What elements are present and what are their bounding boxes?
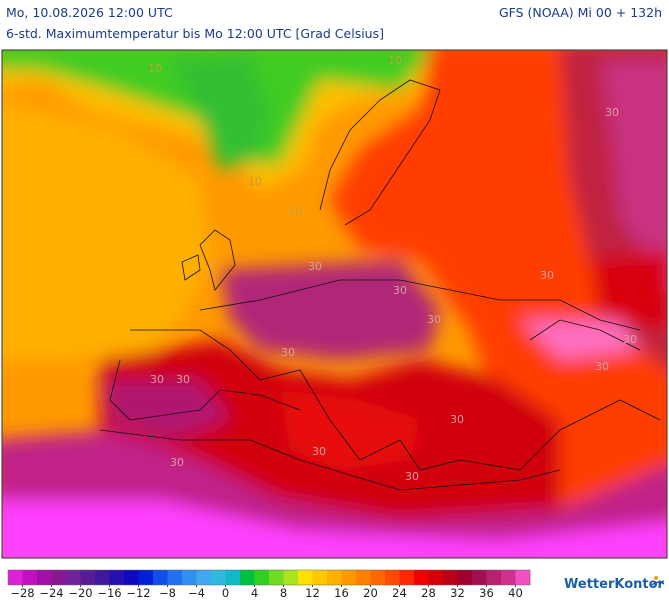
colorbar-segment xyxy=(138,570,154,585)
contour-label: 30 xyxy=(393,284,407,297)
colorbar-segment xyxy=(298,570,313,585)
colorbar-segment xyxy=(327,570,342,585)
colorbar-tick-label: −16 xyxy=(97,586,121,600)
colorbar-segment xyxy=(269,570,284,585)
colorbar-segment xyxy=(153,570,168,585)
colorbar-frame xyxy=(7,569,531,586)
colorbar-tick-label: −8 xyxy=(159,586,176,600)
colorbar-segment xyxy=(109,570,125,585)
colorbar-segment xyxy=(225,570,241,585)
colorbar-segment xyxy=(80,570,96,585)
colorbar-tick-label: 16 xyxy=(334,586,349,600)
contour-label: 30 xyxy=(623,333,637,346)
contour-label: 30 xyxy=(150,373,164,386)
colorbar-segment xyxy=(66,570,81,585)
colorbar-tick-label: −28 xyxy=(10,586,34,600)
contour-label: 30 xyxy=(405,470,419,483)
contour-label: 10 xyxy=(288,205,302,218)
colorbar-segment xyxy=(124,570,139,585)
contour-label: 30 xyxy=(605,106,619,119)
contour-label: 30 xyxy=(540,269,554,282)
contour-label: 30 xyxy=(281,346,295,359)
contour-label: 30 xyxy=(308,260,322,273)
datetime: Mo, 10.08.2026 12:00 UTC xyxy=(6,5,173,20)
colorbar-segment xyxy=(283,570,299,585)
colorbar-segment xyxy=(182,570,197,585)
colorbar-segment xyxy=(8,570,23,585)
colorbar-tick-label: −24 xyxy=(39,586,63,600)
contour-labels: 10 10 10 10 30 30 30 30 30 30 30 30 30 3… xyxy=(148,54,637,483)
logo: WetterKontor xyxy=(564,577,665,592)
colorbar-segment xyxy=(443,570,458,585)
colorbar-segment xyxy=(196,570,212,585)
colorbar-tick-label: 20 xyxy=(363,586,378,600)
colorbar-segment xyxy=(414,570,429,585)
map: 10 10 10 10 30 30 30 30 30 30 30 30 30 3… xyxy=(1,49,668,559)
contour-label: 30 xyxy=(170,456,184,469)
colorbar-tick-label: 12 xyxy=(305,586,320,600)
colorbar-tick-label: 0 xyxy=(222,586,229,600)
subtitle: 6-std. Maximumtemperatur bis Mo 12:00 UT… xyxy=(6,26,384,41)
colorbar-segment xyxy=(167,570,183,585)
colorbar-segment xyxy=(399,570,415,585)
colorbar-segment xyxy=(22,570,38,585)
colorbar-segment xyxy=(472,570,487,585)
contour-label: 30 xyxy=(176,373,190,386)
contour-label: 10 xyxy=(248,175,262,188)
colorbar-tick-label: −20 xyxy=(68,586,92,600)
colorbar-tick-label: −4 xyxy=(188,586,205,600)
contour-label: 30 xyxy=(450,413,464,426)
colorbar-segment xyxy=(312,570,328,585)
colorbar-tick-label: −12 xyxy=(126,586,150,600)
contour-label: 30 xyxy=(312,445,326,458)
colorbar-segment xyxy=(95,570,110,585)
colorbar-segment xyxy=(428,570,444,585)
colorbar-segment xyxy=(37,570,52,585)
contour-label: 10 xyxy=(388,54,402,67)
colorbar-segment xyxy=(254,570,270,585)
colorbar-segment xyxy=(457,570,473,585)
contour-label: 10 xyxy=(148,62,162,75)
contour-label: 30 xyxy=(595,360,609,373)
colorbar-tick-label: 28 xyxy=(421,586,436,600)
colorbar-segment xyxy=(486,570,502,585)
model-run: GFS (NOAA) Mi 00 + 132h xyxy=(499,5,662,20)
colorbar-tick-label: 36 xyxy=(479,586,494,600)
colorbar-tick-label: 24 xyxy=(392,586,407,600)
colorbar-segment xyxy=(341,570,357,585)
logo-icon xyxy=(651,576,665,586)
colorbar-segment xyxy=(211,570,226,585)
contour-label: 30 xyxy=(427,313,441,326)
colorbar-tick-label: 40 xyxy=(508,586,523,600)
colorbar-segment xyxy=(356,570,371,585)
colorbar-segment xyxy=(51,570,67,585)
colorbar-segment xyxy=(501,570,516,585)
colorbar-segment xyxy=(370,570,386,585)
colorbar-segment xyxy=(385,570,400,585)
colorbar-tick-label: 4 xyxy=(251,586,258,600)
colorbar: −28 −24 −20 −16 −12 −8 −4 0 4 8 12 16 20 24 28 32 36 40 xyxy=(7,569,531,600)
colorbar-tick-label: 8 xyxy=(280,586,287,600)
colorbar-segment xyxy=(240,570,255,585)
colorbar-segment xyxy=(515,570,531,585)
colorbar-tick-label: 32 xyxy=(450,586,465,600)
